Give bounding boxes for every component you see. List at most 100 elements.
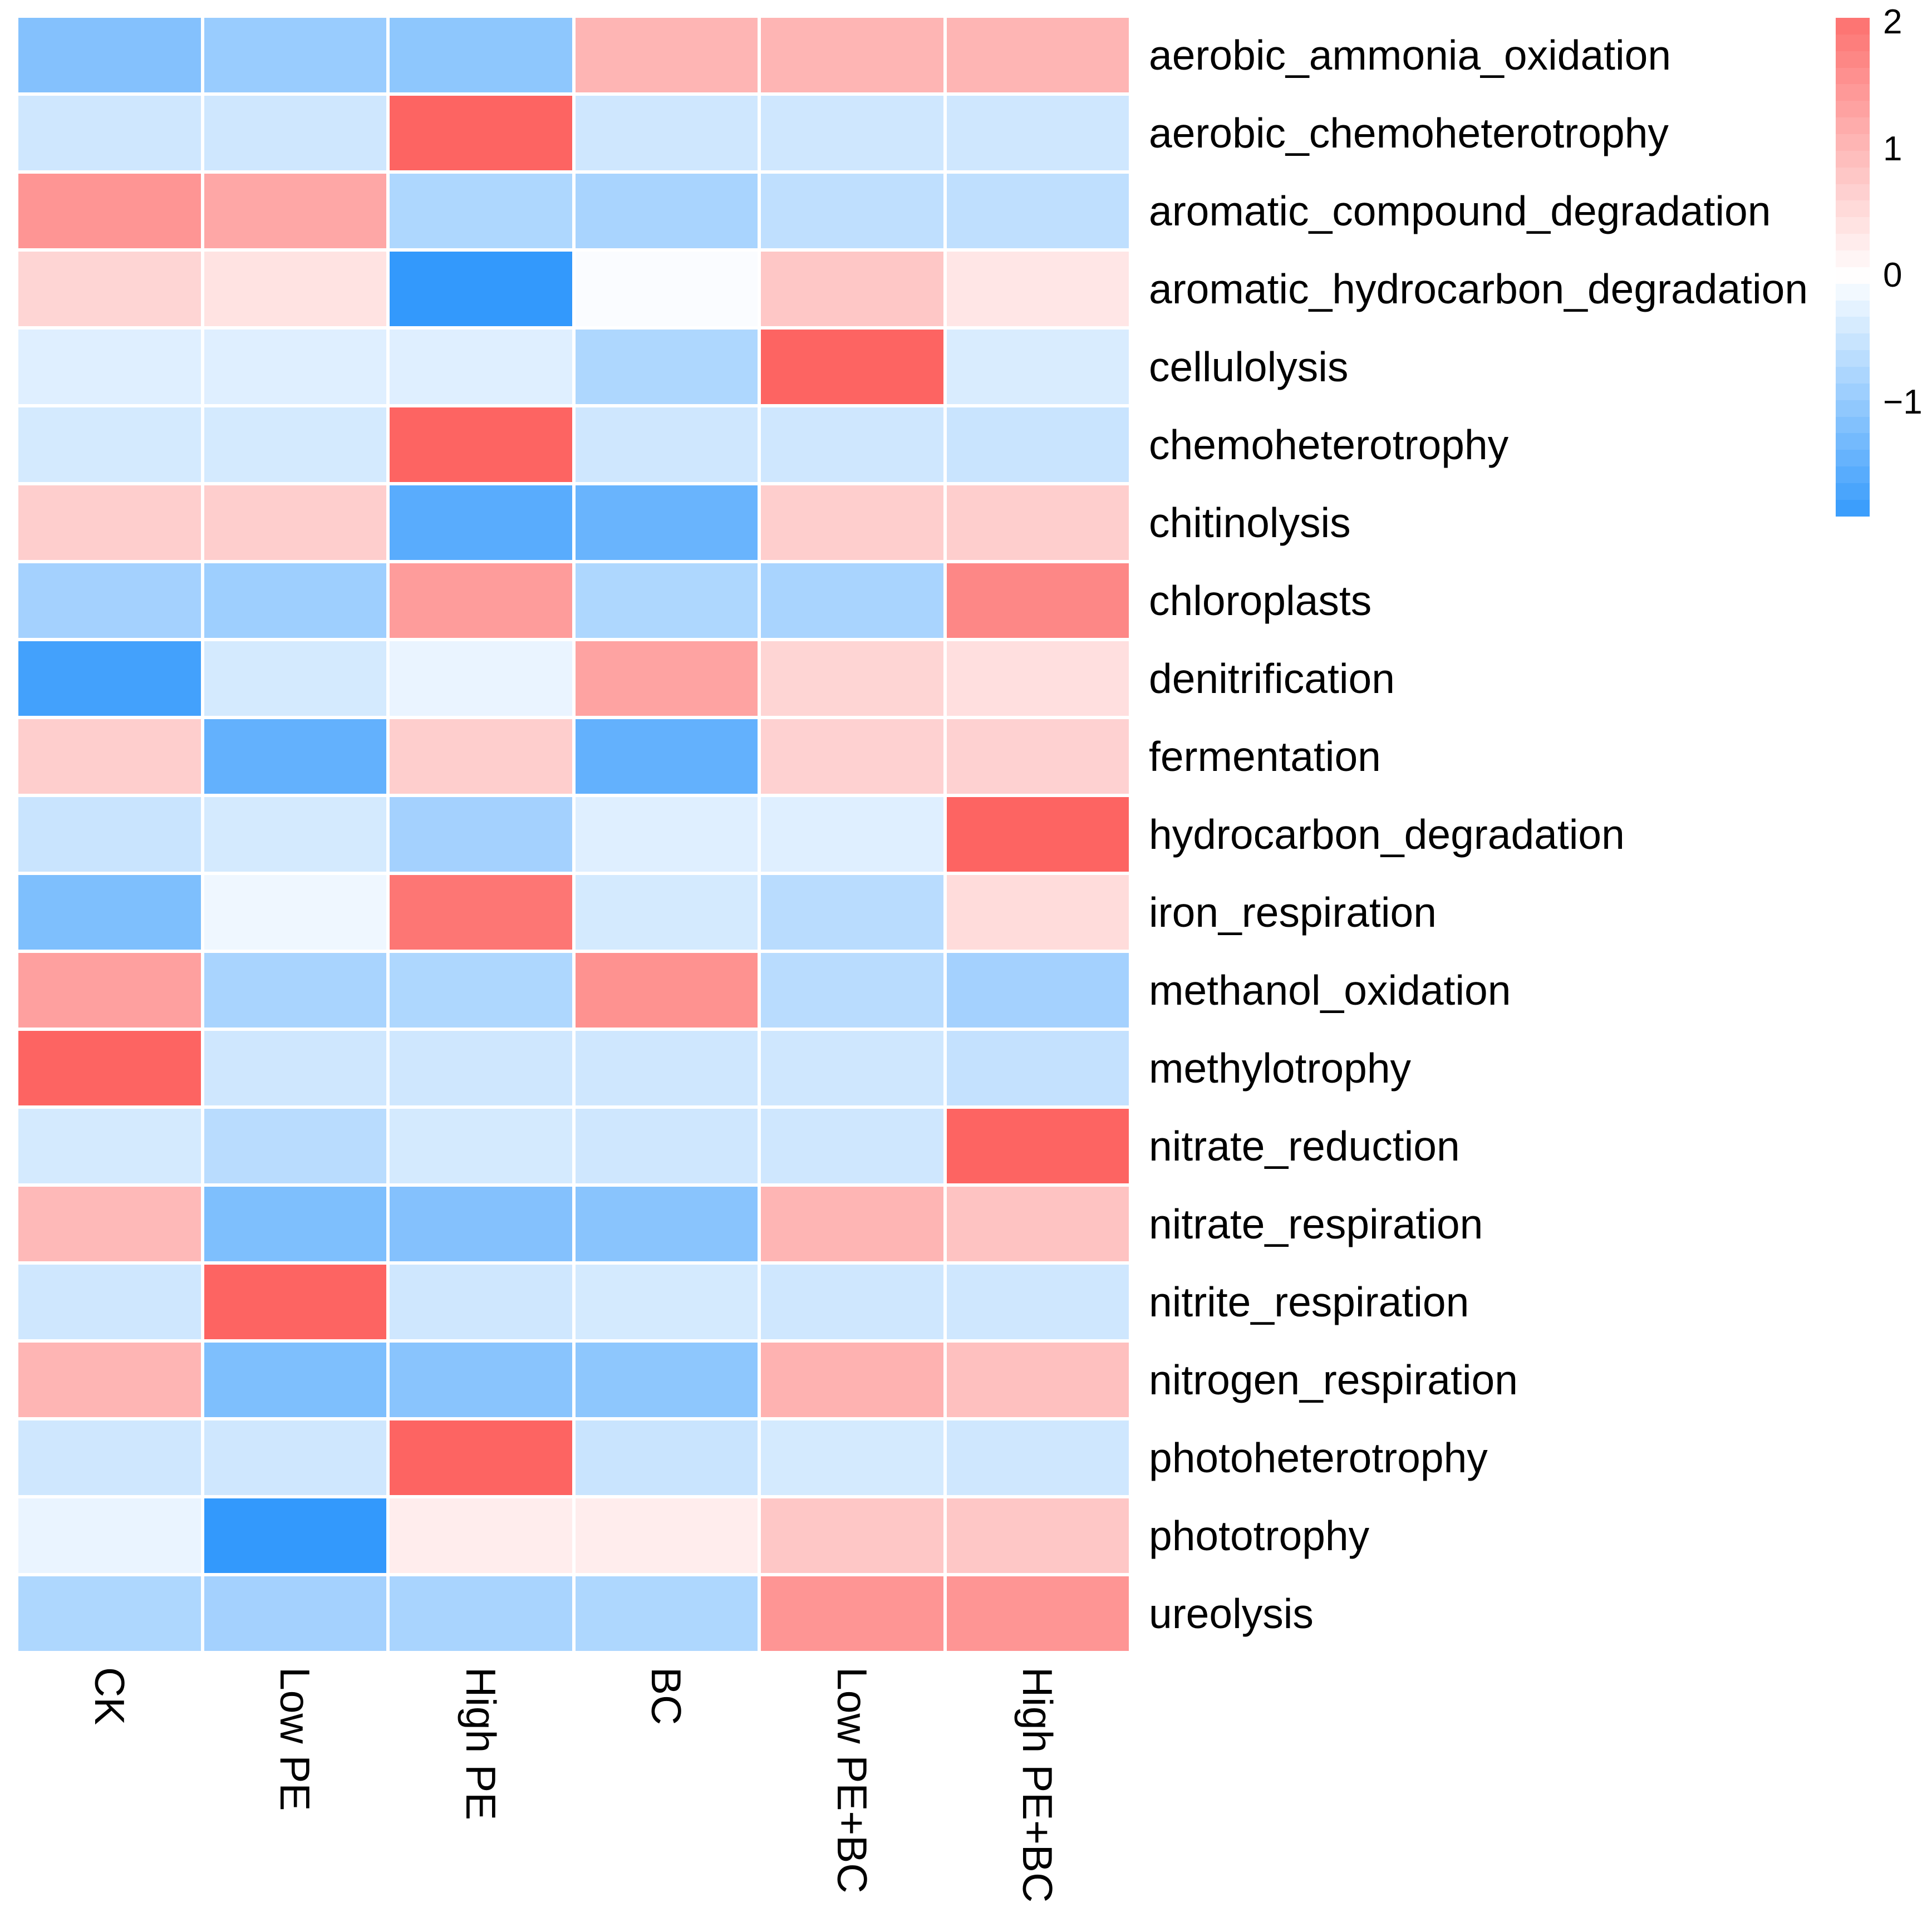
heatmap-cell <box>759 1575 945 1653</box>
row-label: hydrocarbon_degradation <box>1149 810 1625 858</box>
row-label: nitrate_respiration <box>1149 1200 1483 1247</box>
heatmap-cell <box>17 250 203 328</box>
column-label: Low PE <box>272 1667 319 1811</box>
heatmap-grid <box>17 16 1130 1653</box>
colorbar-segment <box>1836 450 1870 467</box>
heatmap-cell <box>573 1263 759 1341</box>
heatmap-cell <box>202 1263 388 1341</box>
row-label: chitinolysis <box>1149 499 1351 546</box>
row-label: nitrogen_respiration <box>1149 1356 1518 1403</box>
heatmap-cell <box>17 1185 203 1263</box>
heatmap-cell <box>202 873 388 951</box>
heatmap-cell <box>388 1575 574 1653</box>
column-label: High PE+BC <box>1014 1667 1061 1903</box>
heatmap-cell <box>759 1341 945 1419</box>
heatmap-cell <box>573 484 759 562</box>
heatmap-cell <box>945 172 1130 250</box>
heatmap-cell <box>573 250 759 328</box>
heatmap-cell <box>573 1419 759 1497</box>
heatmap-cell <box>573 1341 759 1419</box>
colorbar-segment <box>1836 350 1870 367</box>
heatmap-cell <box>202 250 388 328</box>
heatmap-cell <box>202 1185 388 1263</box>
colorbar-gradient <box>1836 18 1870 517</box>
heatmap-cell <box>388 94 574 172</box>
row-label: aerobic_ammonia_oxidation <box>1149 31 1672 78</box>
colorbar-segment <box>1836 117 1870 135</box>
row-label: aerobic_chemoheterotrophy <box>1149 109 1669 156</box>
column-labels: CK Low PE High PE BC Low PE+BC High PE+BC <box>17 1667 1130 1922</box>
heatmap-cell <box>202 406 388 484</box>
heatmap-cell <box>573 1107 759 1185</box>
colorbar-segment <box>1836 283 1870 301</box>
heatmap-cell <box>945 16 1130 94</box>
heatmap-cell <box>388 406 574 484</box>
heatmap-cell <box>17 484 203 562</box>
heatmap-cell <box>202 1575 388 1653</box>
heatmap-cell <box>759 1185 945 1263</box>
colorbar-segment <box>1836 250 1870 267</box>
row-label: methylotrophy <box>1149 1044 1412 1092</box>
heatmap-cell <box>388 951 574 1029</box>
heatmap-cell <box>573 172 759 250</box>
heatmap-cell <box>573 1185 759 1263</box>
heatmap-cell <box>202 1107 388 1185</box>
heatmap-cell <box>945 795 1130 873</box>
heatmap-cell <box>759 873 945 951</box>
heatmap-cell <box>388 1107 574 1185</box>
heatmap-cell <box>759 172 945 250</box>
heatmap-cell <box>388 1497 574 1575</box>
row-label: ureolysis <box>1149 1590 1314 1637</box>
row-labels: aerobic_ammonia_oxidation aerobic_chemohe… <box>1149 16 1808 1653</box>
colorbar-segment <box>1836 200 1870 218</box>
heatmap-cell <box>388 562 574 640</box>
heatmap-cell <box>759 94 945 172</box>
colorbar-segment <box>1836 51 1870 68</box>
colorbar-segment <box>1836 317 1870 334</box>
heatmap-cell <box>388 1419 574 1497</box>
colorbar-tick-label: 2 <box>1883 3 1902 41</box>
heatmap-cell <box>202 1029 388 1107</box>
colorbar-segment <box>1836 383 1870 400</box>
row-label: chloroplasts <box>1149 577 1372 624</box>
heatmap-cell <box>202 94 388 172</box>
colorbar-segment <box>1836 466 1870 484</box>
heatmap-cell <box>17 172 203 250</box>
heatmap-cell <box>945 640 1130 717</box>
heatmap-cell <box>202 640 388 717</box>
colorbar-segment <box>1836 433 1870 450</box>
heatmap-cell <box>573 873 759 951</box>
colorbar-segment <box>1836 300 1870 317</box>
heatmap-cell <box>573 1029 759 1107</box>
heatmap-cell <box>573 94 759 172</box>
heatmap-cell <box>945 406 1130 484</box>
colorbar-segment <box>1836 416 1870 434</box>
heatmap-cell <box>573 328 759 406</box>
colorbar-segment <box>1836 134 1870 151</box>
row-label: photoheterotrophy <box>1149 1434 1488 1481</box>
heatmap-cell <box>759 1029 945 1107</box>
heatmap-cell <box>388 1341 574 1419</box>
row-label: nitrate_reduction <box>1149 1122 1460 1169</box>
heatmap-cell <box>759 328 945 406</box>
row-label: phototrophy <box>1149 1512 1370 1559</box>
colorbar-segment <box>1836 18 1870 35</box>
heatmap-cell <box>388 1029 574 1107</box>
row-label: aromatic_hydrocarbon_degradation <box>1149 265 1808 312</box>
colorbar-segment <box>1836 167 1870 184</box>
heatmap-cell <box>759 16 945 94</box>
colorbar-tick-label: 1 <box>1883 129 1902 168</box>
heatmap-cell <box>388 795 574 873</box>
heatmap-cell <box>945 1107 1130 1185</box>
heatmap-cell <box>573 1497 759 1575</box>
colorbar-segment <box>1836 101 1870 118</box>
heatmap-cell <box>573 1575 759 1653</box>
row-label: chemoheterotrophy <box>1149 421 1509 468</box>
row-label: nitrite_respiration <box>1149 1278 1469 1325</box>
heatmap-cell <box>17 16 203 94</box>
heatmap-cell <box>573 16 759 94</box>
heatmap-cell <box>945 951 1130 1029</box>
heatmap-cell <box>573 562 759 640</box>
heatmap-cell <box>759 717 945 795</box>
heatmap-cell <box>573 795 759 873</box>
